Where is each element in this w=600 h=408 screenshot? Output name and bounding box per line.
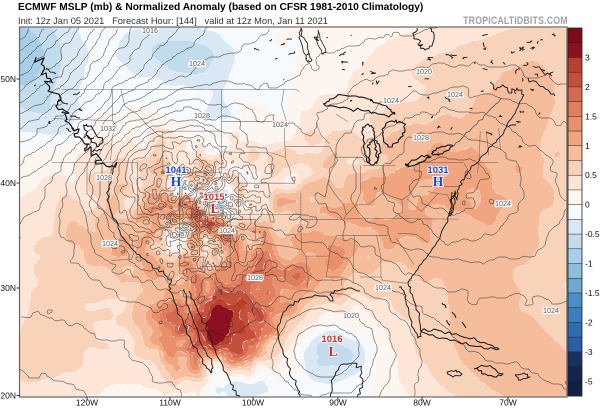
svg-text:1024: 1024 bbox=[189, 59, 205, 68]
svg-text:0: 0 bbox=[585, 200, 590, 210]
svg-text:L: L bbox=[210, 201, 219, 216]
svg-text:1.5: 1.5 bbox=[585, 111, 597, 121]
svg-text:1031: 1031 bbox=[427, 165, 449, 176]
svg-text:70W: 70W bbox=[499, 398, 516, 408]
svg-text:-1: -1 bbox=[585, 259, 593, 269]
svg-text:1024: 1024 bbox=[102, 239, 118, 248]
svg-text:-0.5: -0.5 bbox=[585, 229, 600, 239]
svg-text:30N: 30N bbox=[0, 283, 16, 293]
svg-text:110W: 110W bbox=[159, 398, 181, 408]
svg-text:20N: 20N bbox=[0, 391, 16, 401]
svg-text:1032: 1032 bbox=[100, 124, 116, 133]
svg-text:1024: 1024 bbox=[543, 306, 559, 315]
svg-text:-5: -5 bbox=[585, 376, 593, 386]
svg-text:1028: 1028 bbox=[96, 173, 112, 182]
svg-text:1024: 1024 bbox=[272, 120, 288, 129]
svg-text:1015: 1015 bbox=[203, 192, 225, 203]
svg-text:90W: 90W bbox=[329, 398, 346, 408]
svg-text:1028: 1028 bbox=[247, 273, 263, 282]
svg-text:H: H bbox=[171, 174, 182, 189]
svg-text:1041: 1041 bbox=[165, 165, 187, 176]
svg-text:1: 1 bbox=[585, 141, 590, 151]
svg-text:100W: 100W bbox=[242, 398, 264, 408]
svg-text:1028: 1028 bbox=[413, 133, 429, 142]
svg-text:1020: 1020 bbox=[416, 67, 432, 76]
svg-text:80W: 80W bbox=[413, 398, 430, 408]
svg-text:1016: 1016 bbox=[321, 334, 342, 345]
svg-text:1028: 1028 bbox=[194, 111, 210, 120]
svg-text:2: 2 bbox=[585, 82, 590, 92]
svg-text:50N: 50N bbox=[0, 74, 16, 84]
svg-text:40N: 40N bbox=[0, 178, 16, 188]
svg-text:1016: 1016 bbox=[142, 26, 158, 35]
svg-text:1024: 1024 bbox=[375, 283, 391, 292]
svg-text:-3: -3 bbox=[585, 347, 593, 357]
svg-text:-2: -2 bbox=[585, 317, 593, 327]
svg-text:1024: 1024 bbox=[219, 226, 235, 235]
svg-text:120W: 120W bbox=[76, 398, 98, 408]
svg-text:1024: 1024 bbox=[447, 90, 463, 99]
svg-text:-1.5: -1.5 bbox=[585, 288, 600, 298]
svg-text:1024: 1024 bbox=[495, 199, 511, 208]
svg-text:3: 3 bbox=[585, 52, 590, 62]
svg-text:H: H bbox=[433, 174, 444, 189]
svg-text:0.5: 0.5 bbox=[585, 170, 597, 180]
svg-text:1024: 1024 bbox=[383, 96, 399, 105]
svg-text:1020: 1020 bbox=[343, 311, 359, 320]
svg-text:L: L bbox=[328, 344, 337, 359]
